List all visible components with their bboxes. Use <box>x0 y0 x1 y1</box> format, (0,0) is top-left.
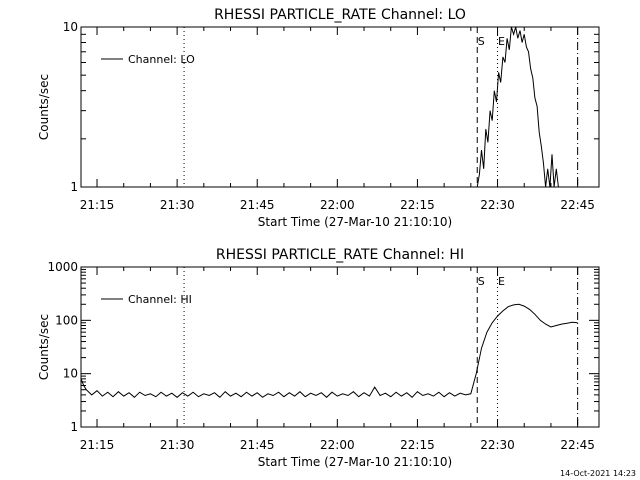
footer-timestamp: 14-Oct-2021 14:23 <box>560 469 636 478</box>
hi-chart-title: RHESSI PARTICLE_RATE Channel: HI <box>216 247 464 263</box>
hi-x-axis-label: Start Time (27-Mar-10 21:10:10) <box>258 455 452 469</box>
hi-x-tick-label: 21:30 <box>160 438 195 452</box>
hi-x-tick-label: 21:15 <box>80 438 115 452</box>
hi-y-tick-label: 1 <box>70 420 78 434</box>
lo-marker-label: S <box>478 35 485 48</box>
hi-marker-label: E <box>498 275 505 288</box>
lo-x-tick-label: 21:30 <box>160 198 195 212</box>
hi-legend-label: Channel: HI <box>128 293 192 306</box>
hi-y-tick-label: 10 <box>63 367 78 381</box>
lo-chart-title: RHESSI PARTICLE_RATE Channel: LO <box>214 7 466 23</box>
lo-y-tick-label: 10 <box>63 20 78 34</box>
lo-series-line <box>476 26 559 188</box>
lo-x-tick-label: 22:00 <box>320 198 355 212</box>
lo-plot-frame <box>80 26 600 188</box>
hi-x-tick-label: 22:15 <box>400 438 435 452</box>
hi-marker-label: S <box>478 275 485 288</box>
lo-y-axis-label: Counts/sec <box>37 74 51 140</box>
hi-y-tick-label: 1000 <box>47 260 78 274</box>
lo-x-tick-label: 21:45 <box>240 198 275 212</box>
hi-series-line <box>80 303 578 398</box>
lo-x-tick-label: 21:15 <box>80 198 115 212</box>
lo-x-tick-label: 22:15 <box>400 198 435 212</box>
lo-marker-label: E <box>498 35 505 48</box>
lo-channel-panel: RHESSI PARTICLE_RATE Channel: LO Start Ti… <box>37 7 600 229</box>
hi-x-tick-label: 21:45 <box>240 438 275 452</box>
hi-x-tick-label: 22:30 <box>480 438 515 452</box>
lo-x-axis-label: Start Time (27-Mar-10 21:10:10) <box>258 215 452 229</box>
lo-x-tick-label: 22:30 <box>480 198 515 212</box>
hi-plot-frame <box>80 266 600 428</box>
hi-y-axis-label: Counts/sec <box>37 314 51 380</box>
hi-y-tick-label: 100 <box>55 313 78 327</box>
hi-channel-panel: RHESSI PARTICLE_RATE Channel: HI Start Ti… <box>37 247 600 469</box>
hi-x-tick-label: 22:45 <box>560 438 595 452</box>
hi-x-tick-label: 22:00 <box>320 438 355 452</box>
lo-y-tick-label: 1 <box>70 180 78 194</box>
lo-legend-label: Channel: LO <box>128 53 195 66</box>
lo-x-tick-label: 22:45 <box>560 198 595 212</box>
